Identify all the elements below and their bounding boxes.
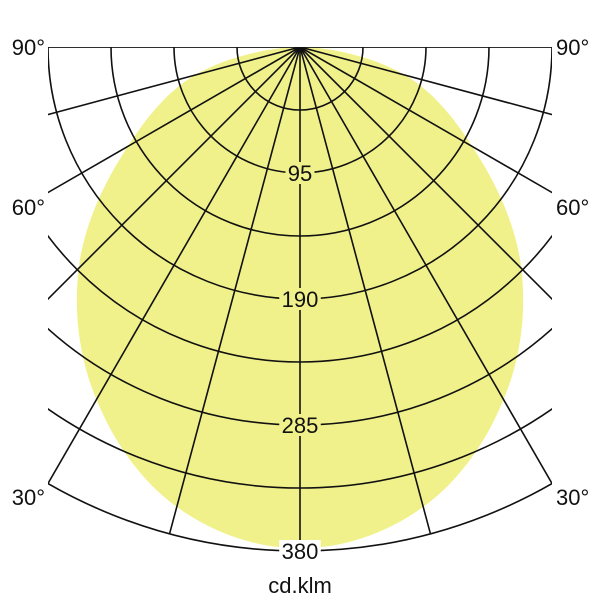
angle-label: 30° [556,485,589,510]
grid-radial-line [299,47,552,484]
grid-origin [297,47,303,50]
grid-radial-line [48,47,301,116]
grid-radial-line [48,47,301,301]
radial-tick-label: 380 [282,539,319,564]
unit-label: cd.klm [268,573,332,598]
radial-tick-label-bg [285,162,315,184]
angle-label: 90° [556,35,589,60]
radial-tick-label-bg [279,414,321,436]
grid-radial-line [48,47,301,194]
angle-label: 60° [556,195,589,220]
grid-radial-line [299,47,432,535]
angle-label: 60° [12,195,45,220]
radial-tick-label: 95 [288,161,312,186]
label-layer: 95 190 285 380 90° 90° 60° 60° 30° 30° [12,35,590,564]
grid-radial-line [299,47,552,116]
radial-tick-label: 285 [282,413,319,438]
angle-label: 30° [12,485,45,510]
grid-radial-line [299,47,552,194]
angle-label: 90° [12,35,45,60]
grid-radial-line [48,47,301,484]
radial-tick-label-bg [279,540,321,562]
grid-radial-line [299,47,552,301]
radial-tick-label: 190 [282,287,319,312]
grid-radial-line [168,47,301,535]
radial-tick-label-bg [279,288,321,310]
